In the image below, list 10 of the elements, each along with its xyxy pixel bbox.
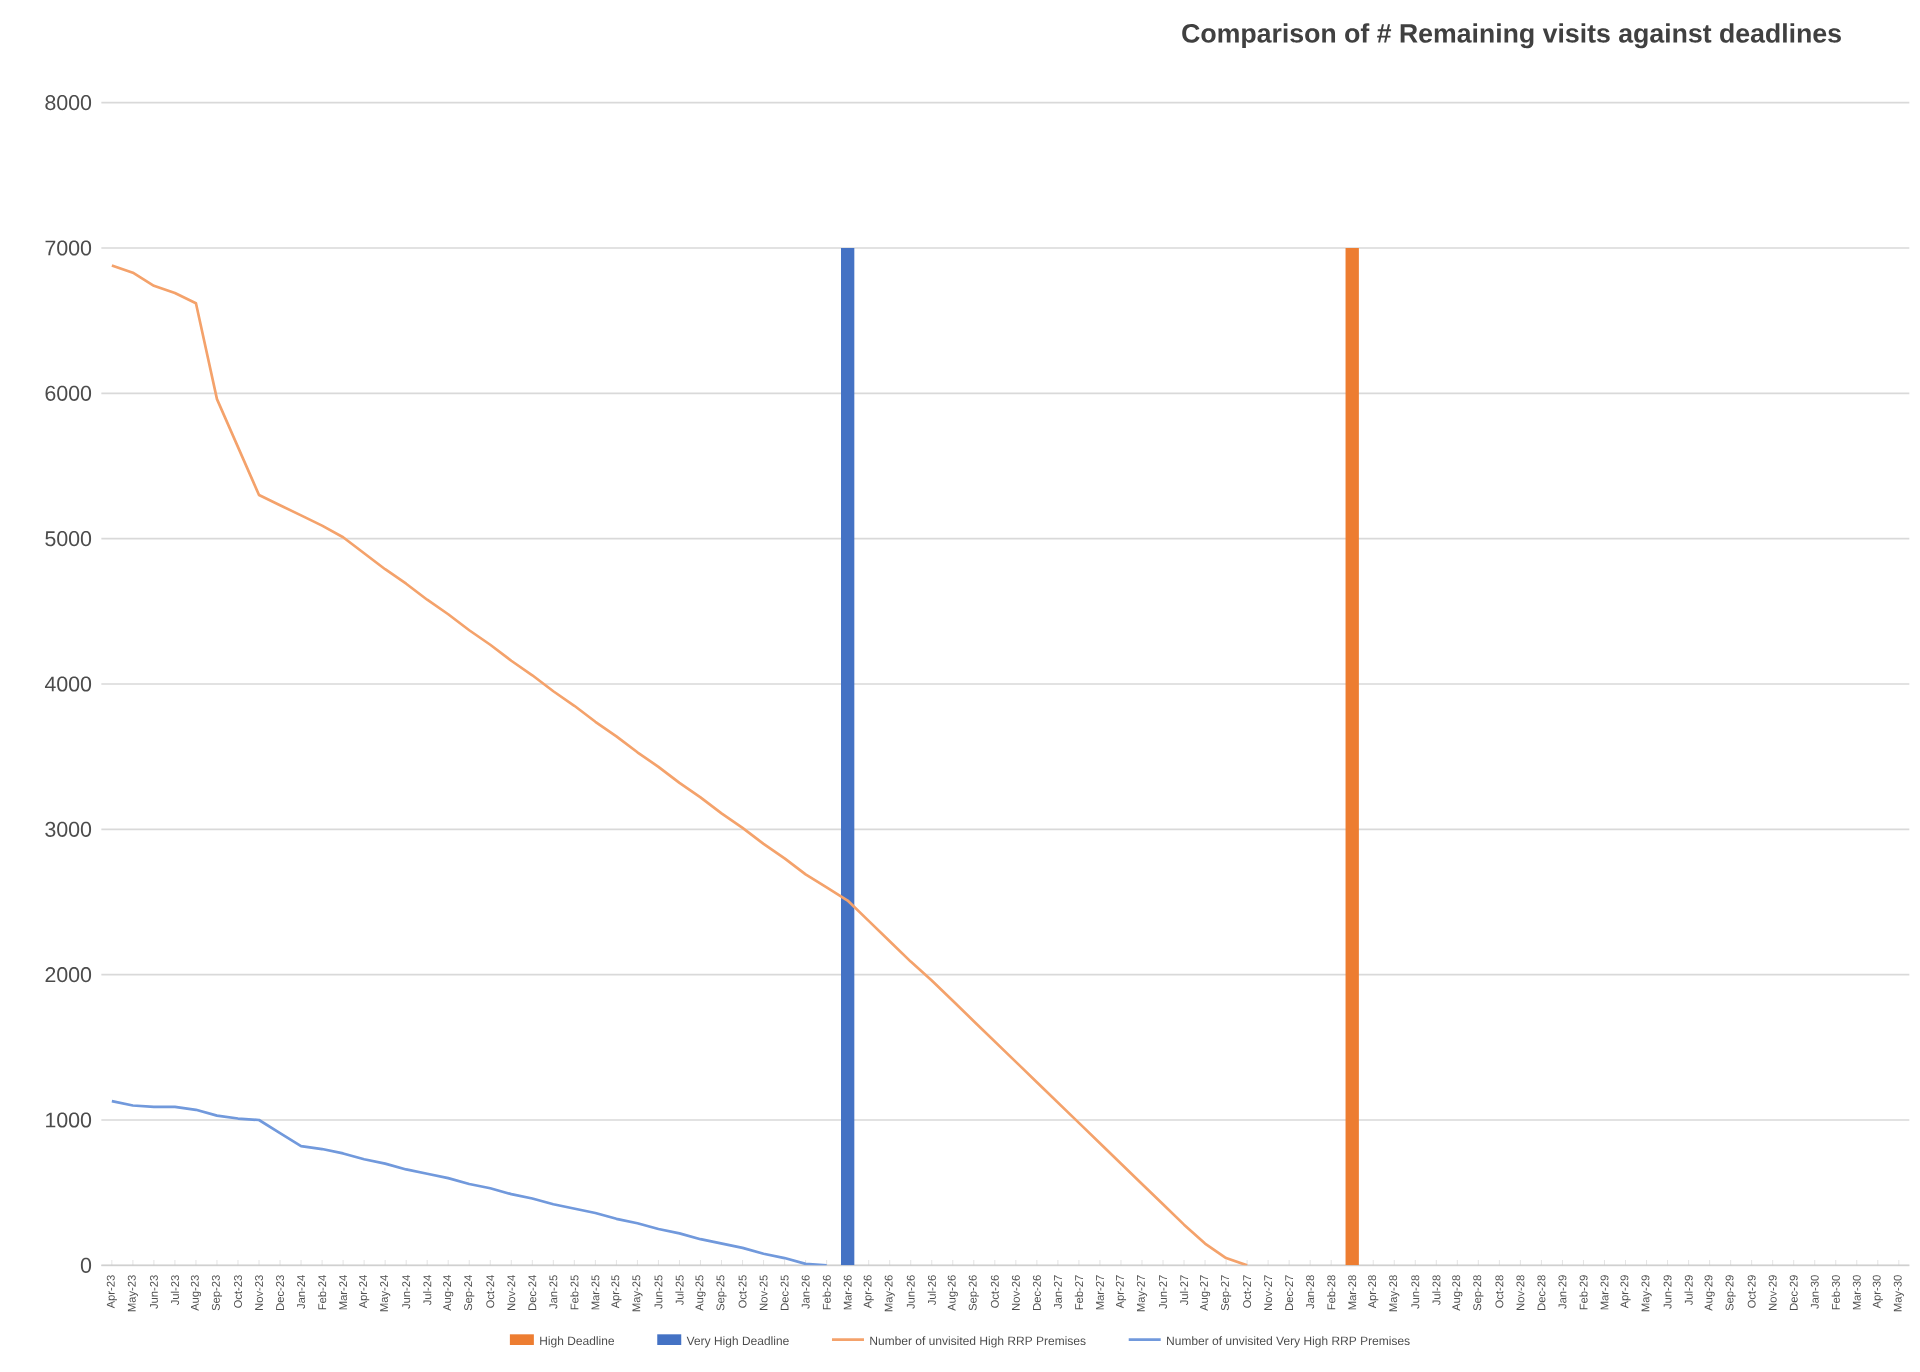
chart-title: Comparison of # Remaining visits against deadlines — [1182, 23, 1841, 49]
y-tick-label: 8000 — [45, 95, 92, 111]
y-tick-label: 3000 — [45, 821, 92, 837]
y-tick-label: 0 — [80, 1257, 92, 1273]
y-tick-label: 5000 — [45, 531, 92, 547]
y-tick-label: 4000 — [44, 676, 92, 692]
y-tick-label: 7000 — [45, 240, 92, 256]
y-tick-label: 6000 — [45, 385, 92, 401]
y-tick-label: 1000 — [46, 1112, 92, 1128]
y-tick-label: 2000 — [45, 967, 92, 983]
